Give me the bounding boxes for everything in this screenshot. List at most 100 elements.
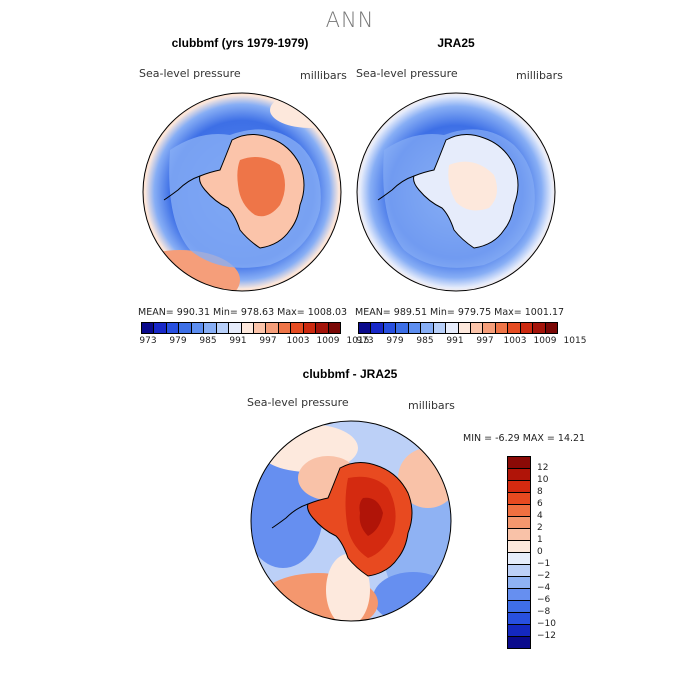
colorbar-swatch [191, 323, 205, 333]
colorbar-swatch [508, 323, 521, 333]
colorbar-level-label: 4 [537, 511, 543, 521]
colorbar-tick-label: 991 [446, 336, 464, 346]
colorbar-swatch [241, 323, 254, 333]
colorbar-swatch [408, 323, 422, 333]
panel1-colorbar-ticks: 973 979 985 991 997 1003 1009 1015 [133, 336, 373, 346]
colorbar-swatch [154, 323, 167, 333]
colorbar-swatch [179, 323, 192, 333]
colorbar-swatch [458, 323, 471, 333]
colorbar-swatch [495, 323, 509, 333]
colorbar-swatch [508, 469, 530, 481]
colorbar-swatch [508, 493, 530, 505]
panel1-title: clubbmf (yrs 1979-1979) [171, 36, 309, 50]
panel2-stats: MEAN= 989.51 Min= 979.75 Max= 1001.17 [355, 307, 565, 318]
colorbar-swatch [508, 565, 530, 577]
colorbar-tick-label: 1009 [533, 336, 557, 346]
colorbar-swatch [508, 601, 530, 613]
colorbar-tick-label: 973 [356, 336, 374, 346]
colorbar-swatch [483, 323, 496, 333]
colorbar-swatch [508, 625, 530, 637]
colorbar-swatch [204, 323, 217, 333]
colorbar-swatch [520, 323, 534, 333]
colorbar-swatch [266, 323, 279, 333]
colorbar-tick-label: 1003 [503, 336, 527, 346]
colorbar-swatch [142, 323, 155, 333]
colorbar-swatch [508, 529, 530, 541]
colorbar-swatch [396, 323, 409, 333]
colorbar-level-label: −8 [537, 607, 551, 617]
colorbar-swatch [328, 323, 340, 333]
colorbar-swatch [508, 457, 530, 469]
colorbar-tick-label: 1003 [286, 336, 310, 346]
colorbar-swatch [508, 637, 530, 648]
panel2-units: millibars [516, 69, 563, 82]
colorbar-swatch [508, 505, 530, 517]
colorbar-swatch [253, 323, 267, 333]
colorbar-swatch [166, 323, 180, 333]
colorbar-swatch [371, 323, 384, 333]
panel1-map [142, 92, 342, 292]
diff-variable: Sea-level pressure [247, 396, 349, 409]
colorbar-swatch [508, 541, 530, 553]
colorbar-swatch [433, 323, 447, 333]
colorbar-swatch [316, 323, 329, 333]
colorbar-tick-label: 985 [416, 336, 434, 346]
colorbar-level-label: −1 [537, 559, 551, 569]
panel1-variable: Sea-level pressure [139, 67, 241, 80]
colorbar-swatch [216, 323, 230, 333]
colorbar-level-label: −6 [537, 595, 551, 605]
colorbar-level-label: −4 [537, 583, 551, 593]
colorbar-tick-label: 979 [386, 336, 404, 346]
colorbar-level-label: −2 [537, 571, 551, 581]
colorbar-swatch [421, 323, 434, 333]
panel2-colorbar [358, 322, 558, 334]
colorbar-level-label: −10 [537, 619, 556, 629]
panel2-variable: Sea-level pressure [356, 67, 458, 80]
colorbar-tick-label: 1015 [563, 336, 587, 346]
colorbar-tick-label: 1015 [346, 336, 370, 346]
figure-title: ANN [325, 8, 375, 32]
diff-colorbar-labels: 12 10 8 6 4 2 1 0 −1 −2 −4 −6 −8 −10 −12 [537, 462, 556, 642]
colorbar-tick-label: 979 [169, 336, 187, 346]
colorbar-tick-label: 997 [476, 336, 494, 346]
colorbar-swatch [508, 613, 530, 625]
colorbar-level-label: −12 [537, 631, 556, 641]
panel1-units: millibars [300, 69, 347, 82]
colorbar-tick-label: 997 [259, 336, 277, 346]
panel2-colorbar-ticks: 973 979 985 991 997 1003 1009 1015 [350, 336, 590, 346]
colorbar-swatch [291, 323, 304, 333]
colorbar-level-label: 8 [537, 487, 543, 497]
colorbar-swatch [359, 323, 372, 333]
colorbar-level-label: 12 [537, 463, 549, 473]
colorbar-swatch [533, 323, 546, 333]
diff-map [250, 420, 452, 622]
colorbar-swatch [229, 323, 242, 333]
colorbar-level-label: 0 [537, 547, 543, 557]
colorbar-tick-label: 985 [199, 336, 217, 346]
colorbar-tick-label: 1009 [316, 336, 340, 346]
colorbar-tick-label: 973 [139, 336, 157, 346]
panel1-stats: MEAN= 990.31 Min= 978.63 Max= 1008.03 [138, 307, 348, 318]
diff-units: millibars [408, 399, 455, 412]
colorbar-swatch [508, 577, 530, 589]
diff-colorbar [507, 456, 531, 649]
colorbar-level-label: 6 [537, 499, 543, 509]
diff-stats: MIN = -6.29 MAX = 14.21 [463, 433, 586, 444]
colorbar-level-label: 10 [537, 475, 549, 485]
colorbar-swatch [278, 323, 292, 333]
colorbar-tick-label: 991 [229, 336, 247, 346]
colorbar-swatch [508, 589, 530, 601]
panel1-colorbar [141, 322, 341, 334]
colorbar-level-label: 2 [537, 523, 543, 533]
colorbar-swatch [508, 517, 530, 529]
panel2-title: JRA25 [437, 36, 475, 50]
colorbar-swatch [508, 481, 530, 493]
panel2-map [356, 92, 556, 292]
colorbar-swatch [303, 323, 317, 333]
colorbar-swatch [508, 553, 530, 565]
colorbar-level-label: 1 [537, 535, 543, 545]
colorbar-swatch [545, 323, 557, 333]
colorbar-swatch [470, 323, 484, 333]
colorbar-swatch [383, 323, 397, 333]
colorbar-swatch [446, 323, 459, 333]
